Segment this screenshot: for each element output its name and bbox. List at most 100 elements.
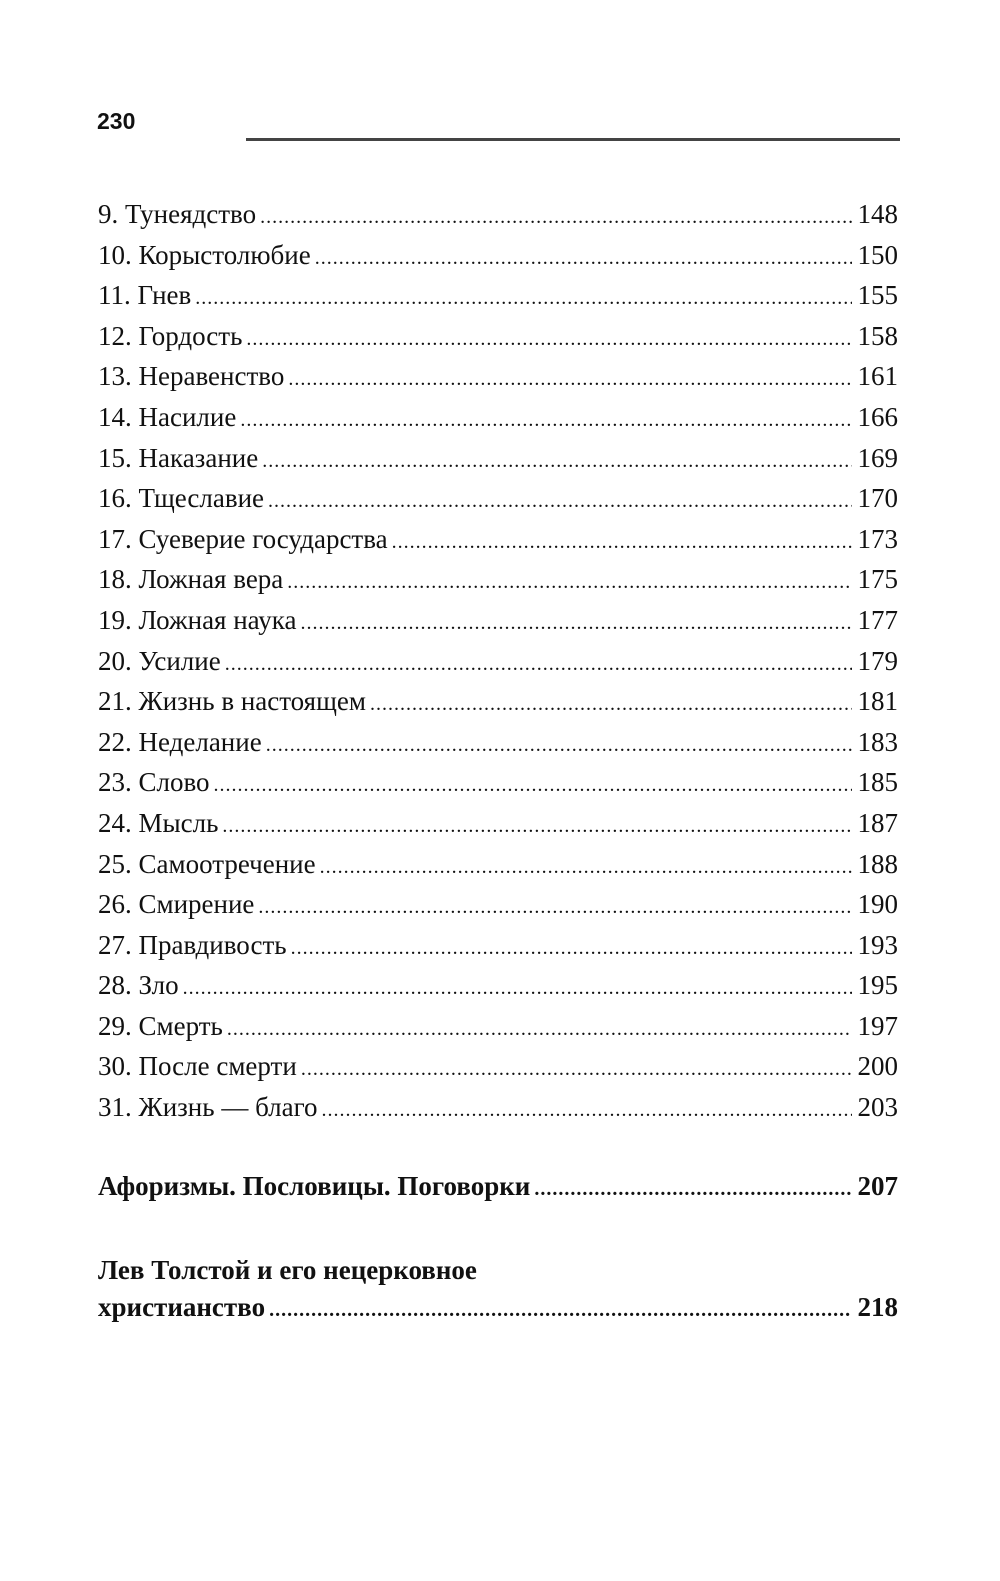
entry-page: 185 bbox=[857, 767, 899, 798]
entry-title: 27. Правдивость bbox=[98, 929, 287, 960]
entry-title: 16. Тщеславие bbox=[98, 483, 265, 514]
dot-leader bbox=[287, 562, 851, 600]
entry-page: 148 bbox=[857, 199, 899, 229]
entry-page: 179 bbox=[857, 645, 899, 676]
toc-entry[interactable]: 15. Наказание 169 bbox=[98, 438, 898, 479]
dot-leader bbox=[320, 847, 852, 885]
header-rule bbox=[246, 138, 900, 141]
toc-entry[interactable]: 9. Тунеядство 148 bbox=[98, 194, 898, 235]
entry-title: 19. Ложная наука bbox=[98, 604, 297, 635]
entry-title: 22. Неделание bbox=[98, 726, 262, 757]
entry-title: 11. Гнев bbox=[98, 280, 192, 311]
entry-page: 200 bbox=[857, 1051, 899, 1082]
entry-page: 195 bbox=[857, 970, 899, 1001]
toc-section-tolstoy[interactable]: христианство 218 bbox=[98, 1287, 898, 1328]
dot-leader bbox=[195, 278, 851, 316]
dot-leader bbox=[266, 725, 852, 763]
dot-leader bbox=[269, 1290, 851, 1328]
toc-entry[interactable]: 21. Жизнь в настоящем 181 bbox=[98, 681, 898, 722]
entry-page: 190 bbox=[857, 889, 899, 920]
section-page: 218 bbox=[857, 1292, 899, 1322]
dot-leader bbox=[262, 441, 851, 479]
toc-entry[interactable]: 12. Гордость 158 bbox=[98, 316, 898, 357]
entry-page: 166 bbox=[857, 401, 899, 432]
toc-entry[interactable]: 14. Насилие 166 bbox=[98, 397, 898, 438]
section-title-line2: христианство bbox=[98, 1292, 266, 1322]
dot-leader bbox=[258, 887, 851, 925]
toc-entry[interactable]: 26. Смирение 190 bbox=[98, 884, 898, 925]
dot-leader bbox=[227, 1009, 852, 1047]
entry-title: 21. Жизнь в настоящем bbox=[98, 686, 366, 717]
entry-title: 30. После смерти bbox=[98, 1051, 297, 1082]
entry-page: 158 bbox=[857, 320, 899, 351]
dot-leader bbox=[300, 603, 851, 641]
dot-leader bbox=[534, 1169, 851, 1207]
entry-page: 155 bbox=[857, 280, 899, 311]
dot-leader bbox=[301, 1049, 852, 1087]
dot-leader bbox=[225, 644, 852, 682]
toc-entry[interactable]: 27. Правдивость 193 bbox=[98, 925, 898, 966]
dot-leader bbox=[315, 238, 852, 276]
entry-title: 23. Слово bbox=[98, 767, 210, 798]
dot-leader bbox=[222, 806, 851, 844]
section-title-line1: Лев Толстой и его нецерковное bbox=[98, 1255, 477, 1285]
dot-leader bbox=[240, 400, 851, 438]
toc-entry[interactable]: 10. Корыстолюбие 150 bbox=[98, 235, 898, 276]
entry-title: 15. Наказание bbox=[98, 442, 259, 473]
toc-entry[interactable]: 11. Гнев 155 bbox=[98, 275, 898, 316]
toc-entry[interactable]: 20. Усилие 179 bbox=[98, 641, 898, 682]
entry-page: 175 bbox=[857, 564, 899, 595]
entry-title: 20. Усилие bbox=[98, 645, 221, 676]
entry-page: 150 bbox=[857, 239, 899, 270]
dot-leader bbox=[183, 968, 852, 1006]
entry-title: 31. Жизнь — благо bbox=[98, 1092, 318, 1123]
toc-entry[interactable]: 16. Тщеславие 170 bbox=[98, 478, 898, 519]
entry-title: 25. Самоотречение bbox=[98, 848, 316, 879]
dot-leader bbox=[370, 684, 852, 722]
entry-title: 13. Неравенство bbox=[98, 361, 285, 392]
dot-leader bbox=[392, 522, 852, 560]
entry-title: 18. Ложная вера bbox=[98, 564, 284, 595]
entry-page: 170 bbox=[857, 483, 899, 514]
entry-page: 203 bbox=[857, 1092, 899, 1123]
toc-entry[interactable]: 28. Зло 195 bbox=[98, 965, 898, 1006]
dot-leader bbox=[246, 319, 851, 357]
section-page: 207 bbox=[857, 1171, 899, 1201]
entry-title: 12. Гордость bbox=[98, 320, 243, 351]
entry-page: 173 bbox=[857, 523, 899, 554]
entry-page: 169 bbox=[857, 442, 899, 473]
toc-entry[interactable]: 23. Слово 185 bbox=[98, 762, 898, 803]
toc-entry[interactable]: 29. Смерть 197 bbox=[98, 1006, 898, 1047]
section-title: Афоризмы. Пословицы. Поговорки bbox=[98, 1171, 531, 1201]
toc-entry[interactable]: 17. Суеверие государства 173 bbox=[98, 519, 898, 560]
toc-entry[interactable]: 30. После смерти 200 bbox=[98, 1046, 898, 1087]
entry-title: 29. Смерть bbox=[98, 1010, 223, 1041]
dot-leader bbox=[260, 197, 851, 235]
entry-title: 14. Насилие bbox=[98, 401, 237, 432]
dot-leader bbox=[322, 1090, 852, 1128]
toc-entry[interactable]: 13. Неравенство 161 bbox=[98, 356, 898, 397]
entry-title: 24. Мысль bbox=[98, 807, 219, 838]
toc-section-aphorisms[interactable]: Афоризмы. Пословицы. Поговорки 207 bbox=[98, 1166, 898, 1207]
entry-page: 187 bbox=[857, 807, 899, 838]
toc-entry[interactable]: 22. Неделание 183 bbox=[98, 722, 898, 763]
entry-title: 10. Корыстолюбие bbox=[98, 239, 311, 270]
dot-leader bbox=[288, 359, 851, 397]
entry-page: 188 bbox=[857, 848, 899, 879]
table-of-contents: 9. Тунеядство 148 10. Корыстолюбие 150 11. Г… bbox=[98, 194, 898, 1128]
entry-title: 26. Смирение bbox=[98, 889, 255, 920]
entry-page: 161 bbox=[857, 361, 899, 392]
entry-page: 193 bbox=[857, 929, 899, 960]
page-number: 230 bbox=[97, 108, 136, 134]
toc-entry[interactable]: 19. Ложная наука 177 bbox=[98, 600, 898, 641]
entry-title: 9. Тунеядство bbox=[98, 199, 257, 229]
toc-entry[interactable]: 25. Самоотречение 188 bbox=[98, 844, 898, 885]
entry-page: 197 bbox=[857, 1010, 899, 1041]
dot-leader bbox=[291, 928, 852, 966]
toc-entry[interactable]: 31. Жизнь — благо 203 bbox=[98, 1087, 898, 1128]
entry-page: 183 bbox=[857, 726, 899, 757]
dot-leader bbox=[268, 481, 851, 519]
toc-entry[interactable]: 18. Ложная вера 175 bbox=[98, 559, 898, 600]
entry-page: 181 bbox=[857, 686, 899, 717]
toc-entry[interactable]: 24. Мысль 187 bbox=[98, 803, 898, 844]
